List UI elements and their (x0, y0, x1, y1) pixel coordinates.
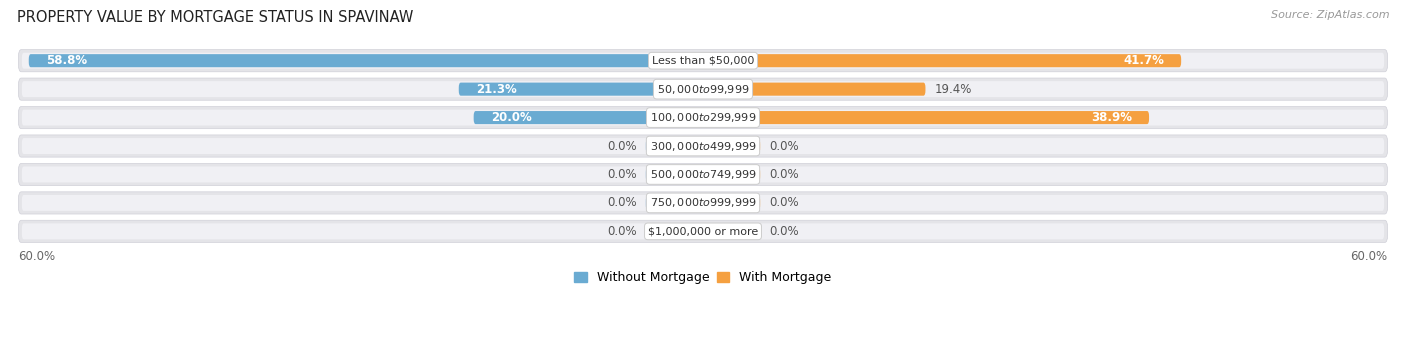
Text: Source: ZipAtlas.com: Source: ZipAtlas.com (1271, 10, 1389, 20)
Text: $750,000 to $999,999: $750,000 to $999,999 (650, 197, 756, 209)
Text: 58.8%: 58.8% (46, 54, 87, 67)
FancyBboxPatch shape (703, 225, 761, 238)
Text: 38.9%: 38.9% (1091, 111, 1132, 124)
FancyBboxPatch shape (22, 53, 1384, 69)
FancyBboxPatch shape (18, 135, 1388, 157)
Text: 21.3%: 21.3% (477, 83, 517, 96)
Text: PROPERTY VALUE BY MORTGAGE STATUS IN SPAVINAW: PROPERTY VALUE BY MORTGAGE STATUS IN SPA… (17, 10, 413, 25)
Text: 0.0%: 0.0% (769, 225, 799, 238)
FancyBboxPatch shape (645, 225, 703, 238)
Text: 60.0%: 60.0% (1350, 250, 1388, 263)
Text: 0.0%: 0.0% (607, 197, 637, 209)
Text: 0.0%: 0.0% (607, 225, 637, 238)
Text: 20.0%: 20.0% (491, 111, 531, 124)
FancyBboxPatch shape (474, 111, 703, 124)
FancyBboxPatch shape (22, 138, 1384, 154)
FancyBboxPatch shape (22, 195, 1384, 211)
FancyBboxPatch shape (458, 83, 703, 96)
Text: 19.4%: 19.4% (935, 83, 972, 96)
FancyBboxPatch shape (645, 168, 703, 181)
Text: $500,000 to $749,999: $500,000 to $749,999 (650, 168, 756, 181)
Text: $1,000,000 or more: $1,000,000 or more (648, 226, 758, 236)
Text: 60.0%: 60.0% (18, 250, 56, 263)
Text: Less than $50,000: Less than $50,000 (652, 56, 754, 66)
FancyBboxPatch shape (28, 54, 703, 67)
FancyBboxPatch shape (22, 223, 1384, 239)
FancyBboxPatch shape (18, 164, 1388, 186)
FancyBboxPatch shape (703, 197, 761, 209)
Text: $50,000 to $99,999: $50,000 to $99,999 (657, 83, 749, 96)
Text: $300,000 to $499,999: $300,000 to $499,999 (650, 139, 756, 153)
FancyBboxPatch shape (22, 109, 1384, 125)
FancyBboxPatch shape (703, 83, 925, 96)
Text: $100,000 to $299,999: $100,000 to $299,999 (650, 111, 756, 124)
Text: 41.7%: 41.7% (1123, 54, 1164, 67)
FancyBboxPatch shape (703, 111, 1149, 124)
Legend: Without Mortgage, With Mortgage: Without Mortgage, With Mortgage (569, 266, 837, 289)
FancyBboxPatch shape (18, 192, 1388, 214)
FancyBboxPatch shape (645, 197, 703, 209)
Text: 0.0%: 0.0% (769, 168, 799, 181)
FancyBboxPatch shape (703, 54, 1181, 67)
Text: 0.0%: 0.0% (607, 139, 637, 153)
FancyBboxPatch shape (18, 106, 1388, 129)
Text: 0.0%: 0.0% (769, 139, 799, 153)
Text: 0.0%: 0.0% (769, 197, 799, 209)
FancyBboxPatch shape (703, 168, 761, 181)
FancyBboxPatch shape (18, 220, 1388, 242)
FancyBboxPatch shape (703, 139, 761, 153)
Text: 0.0%: 0.0% (607, 168, 637, 181)
FancyBboxPatch shape (18, 50, 1388, 72)
FancyBboxPatch shape (22, 167, 1384, 183)
FancyBboxPatch shape (22, 81, 1384, 97)
FancyBboxPatch shape (18, 78, 1388, 100)
FancyBboxPatch shape (645, 139, 703, 153)
